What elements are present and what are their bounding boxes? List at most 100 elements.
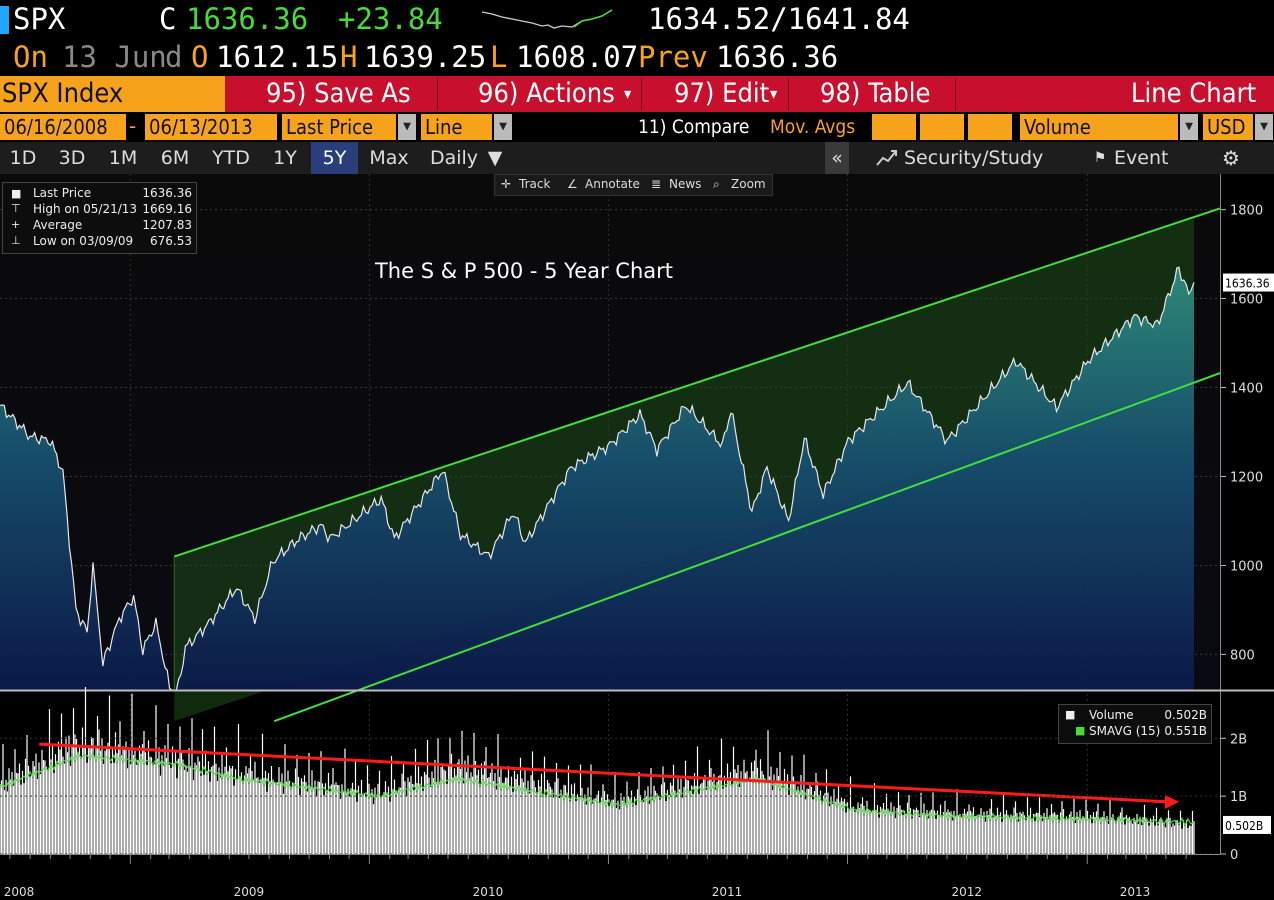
x-tick-label: 2010 bbox=[473, 885, 504, 899]
legend-average: 1207.83 bbox=[142, 218, 192, 232]
ticker-marker bbox=[0, 6, 9, 34]
table-button[interactable]: 98) Table bbox=[820, 78, 931, 109]
security-study-button[interactable]: Security/Study bbox=[904, 147, 1044, 169]
volume-dropdown-icon[interactable]: ▼ bbox=[1180, 114, 1198, 140]
legend-last-price-label: Last Price bbox=[33, 186, 92, 200]
high-price: 1639.25 bbox=[364, 40, 487, 74]
edit-dropdown-icon[interactable]: ▾ bbox=[770, 84, 778, 103]
tab-1y[interactable]: 1Y bbox=[273, 147, 297, 169]
upper-channel-line bbox=[173, 207, 1221, 558]
field-select[interactable]: Last Price bbox=[282, 114, 396, 140]
legend-last-price: 1636.36 bbox=[142, 186, 192, 200]
trend-arrow-head bbox=[1165, 794, 1180, 809]
ticker[interactable]: SPX bbox=[13, 2, 66, 36]
vol-tick-label: 2B bbox=[1230, 732, 1247, 747]
quote-line-1: SPX C 1636.36 +23.84 1634.52/1641.84 bbox=[0, 0, 1274, 38]
track-button[interactable]: Track bbox=[519, 177, 551, 191]
tab-6m[interactable]: 6M bbox=[160, 147, 190, 169]
tab-1d[interactable]: 1D bbox=[9, 147, 37, 169]
y-tick-label: 1400 bbox=[1230, 382, 1263, 397]
trend-arrow-line bbox=[39, 742, 1170, 804]
field-dropdown-icon[interactable]: ▼ bbox=[398, 114, 416, 140]
menu-divider bbox=[955, 78, 956, 110]
edit-button[interactable]: 97) Edit bbox=[674, 78, 770, 109]
track-icon[interactable]: ✛ bbox=[501, 177, 512, 191]
period-tab-bar: 1D 3D 1M 6M YTD 1Y 5Y Max Daily ▼ « Secu… bbox=[0, 142, 1274, 174]
volume-series bbox=[0, 686, 1195, 854]
mov-avgs-label: Mov. Avgs bbox=[770, 116, 856, 138]
y-tick-label: 1200 bbox=[1230, 470, 1263, 485]
x-tick-label: 2011 bbox=[712, 885, 743, 899]
volume-value: 0.502B bbox=[1164, 708, 1207, 722]
x-tick-label: 2012 bbox=[951, 885, 982, 899]
tab-5y[interactable]: 5Y bbox=[311, 142, 358, 174]
annotate-button[interactable]: Annotate bbox=[585, 177, 640, 191]
collapse-button[interactable]: « bbox=[825, 142, 849, 174]
price-legend: ■ Last Price 1636.36 ⊤ High on 05/21/13 … bbox=[2, 182, 197, 254]
security-field[interactable]: SPX Index bbox=[0, 76, 225, 112]
legend-high-label: High on 05/21/13 bbox=[33, 202, 138, 216]
y-tick-label: 1800 bbox=[1230, 204, 1263, 219]
zoom-icon[interactable]: ⌕ bbox=[713, 177, 720, 191]
on-label: On bbox=[13, 40, 48, 74]
style-dropdown-icon[interactable]: ▼ bbox=[494, 114, 512, 140]
mov-avg-slot-1[interactable] bbox=[872, 114, 916, 140]
actions-dropdown-icon[interactable]: ▾ bbox=[624, 84, 632, 103]
volume-select[interactable]: Volume bbox=[1020, 114, 1178, 140]
chevron-down-icon[interactable]: ▼ bbox=[487, 147, 503, 169]
tab-3d[interactable]: 3D bbox=[58, 147, 86, 169]
event-flag-icon: ⚑ bbox=[1093, 150, 1107, 166]
style-select[interactable]: Line bbox=[421, 114, 492, 140]
smavg-label: SMAVG (15) bbox=[1089, 724, 1161, 738]
zoom-button[interactable]: Zoom bbox=[731, 177, 766, 191]
tab-ytd[interactable]: YTD bbox=[212, 147, 250, 169]
gear-icon[interactable]: ⚙ bbox=[1222, 146, 1240, 170]
trend-channel bbox=[173, 207, 1221, 723]
high-label: H bbox=[340, 40, 358, 74]
y-tick-label: 1600 bbox=[1230, 293, 1263, 308]
legend-low: 676.53 bbox=[150, 234, 192, 248]
currency-dropdown-icon[interactable]: ▼ bbox=[1255, 114, 1273, 140]
menu-divider bbox=[437, 78, 438, 110]
last-volume-tag: 0.502B bbox=[1223, 815, 1271, 834]
price-volume-chart[interactable]: 800 1000 1200 1400 1600 1800 1636.36 0 1B 2B 0.50… bbox=[0, 174, 1274, 900]
save-as-button[interactable]: 95) Save As bbox=[266, 78, 411, 109]
prev-label: Prev bbox=[638, 40, 708, 74]
compare-button[interactable]: 11) Compare bbox=[638, 116, 750, 138]
mov-avg-slot-2[interactable] bbox=[920, 114, 964, 140]
y-tick-label: 1000 bbox=[1230, 559, 1263, 574]
bid-ask: 1634.52/1641.84 bbox=[648, 2, 910, 36]
volume-label: Volume bbox=[1089, 708, 1134, 722]
chart-title: The S & P 500 - 5 Year Chart bbox=[374, 259, 673, 283]
news-button[interactable]: News bbox=[669, 177, 702, 191]
net-change: +23.84 bbox=[338, 2, 443, 36]
control-bar: 06/16/2008 - 06/13/2013 Last Price ▼ Lin… bbox=[0, 112, 1274, 142]
x-axis: 2008 2009 2010 2011 2012 2013 bbox=[0, 854, 1220, 899]
legend-high: 1669.16 bbox=[142, 202, 192, 216]
annotate-icon[interactable]: ∠ bbox=[567, 177, 578, 191]
close-price: 1636.36 bbox=[186, 2, 309, 36]
mov-avg-slot-3[interactable] bbox=[968, 114, 1012, 140]
open-price: 1612.15 bbox=[216, 40, 339, 74]
currency-select[interactable]: USD bbox=[1203, 114, 1253, 140]
actions-button[interactable]: 96) Actions bbox=[478, 78, 615, 109]
frequency-select[interactable]: Daily bbox=[429, 147, 479, 169]
volume-swatch-icon: ■ bbox=[1065, 708, 1076, 721]
x-tick-label: 2008 bbox=[4, 885, 35, 899]
menu-bar: SPX Index 95) Save As 96) Actions ▾ 97) … bbox=[0, 76, 1274, 112]
tab-max[interactable]: Max bbox=[369, 147, 409, 169]
close-label: C bbox=[159, 2, 177, 36]
y-tick-label: 800 bbox=[1230, 648, 1255, 663]
menu-divider bbox=[641, 78, 642, 110]
low-marker-icon: ⊥ bbox=[11, 234, 21, 247]
price-y-axis: 800 1000 1200 1400 1600 1800 1636.36 bbox=[1220, 174, 1274, 854]
price-area bbox=[0, 267, 1194, 690]
news-icon[interactable]: ≣ bbox=[651, 177, 662, 191]
start-date-field[interactable]: 06/16/2008 bbox=[0, 114, 126, 140]
tab-1m[interactable]: 1M bbox=[108, 147, 138, 169]
end-date-field[interactable]: 06/13/2013 bbox=[145, 114, 277, 140]
low-label: L bbox=[490, 40, 508, 74]
high-marker-icon: ⊤ bbox=[11, 202, 21, 215]
smavg-value: 0.551B bbox=[1164, 724, 1207, 738]
event-button[interactable]: Event bbox=[1114, 147, 1169, 169]
